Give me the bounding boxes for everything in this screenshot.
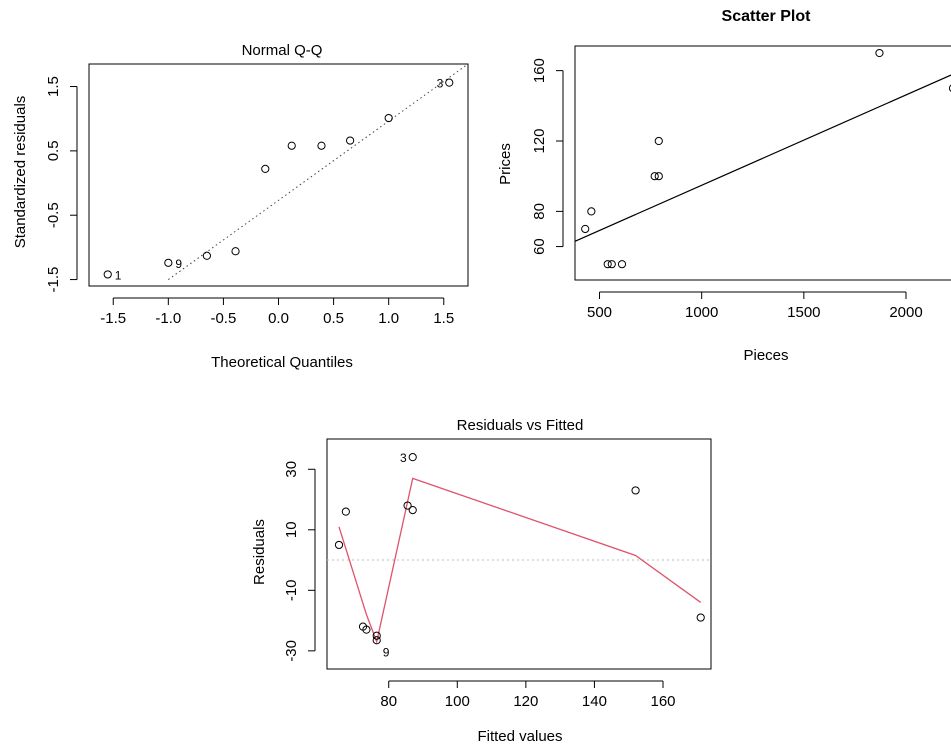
resid-points: 93 [334,451,705,659]
scatter-point [654,172,663,181]
qq-plot-box [88,63,469,287]
qq-x-tick-label: 1.0 [378,310,399,327]
qq-x-tick-label: -1.0 [155,310,181,327]
resid-plot-box [326,438,712,670]
resid-point-label: 9 [383,645,390,659]
qq-reference-line-group [168,64,468,280]
resid-xlabel: Fitted values [477,728,562,745]
resid-y-axis: -30 -10 10 30 [283,461,316,662]
qq-point [287,141,296,150]
scatter-x-tick-label: 1000 [685,304,718,321]
resid-smooth-line [338,477,702,645]
resid-y-tick-label: -10 [283,579,300,601]
resid-point [372,636,381,645]
scatter-point [875,48,884,58]
resid-x-tick-label: 80 [380,693,397,710]
scatter-x-tick-label: 1500 [787,304,820,321]
qq-points: 1 9 3 [103,77,454,282]
scatter-x-tick-label: 2000 [889,304,922,321]
scatter-regression-line [575,74,951,242]
qq-x-axis: -1.5 -1.0 -0.5 0.0 0.5 1.0 1.5 [100,297,454,327]
scatter-point [603,260,612,269]
scatter-xlabel: Pieces [743,347,788,364]
scatter-y-tick-label: 160 [531,58,548,83]
scatter-plot-box [574,45,951,281]
qq-point [346,136,355,145]
resid-point [362,625,371,634]
qq-x-tick-label: -0.5 [210,310,236,327]
scatter-y-tick-label: 80 [531,203,548,220]
resid-y-tick-label: 10 [283,521,300,538]
qq-point [384,113,393,123]
qq-point [445,78,454,87]
scatter-point [587,207,596,216]
resid-point [631,486,640,495]
resid-x-tick-label: 100 [445,693,470,710]
resid-x-tick-label: 120 [513,693,538,710]
scatter-points [581,48,951,269]
resid-ylabel: Residuals [251,519,268,585]
resid-y-tick-label: -30 [283,640,300,662]
scatter-title: Scatter Plot [722,8,812,25]
scatter-ylabel: Prices [497,143,514,185]
scatter-x-tick-label: 500 [587,304,612,321]
scatter-point [654,136,663,146]
resid-x-axis: 80 100 120 140 160 [380,680,676,710]
scatter-y-tick-label: 120 [531,128,548,153]
resid-panel: Residuals vs Fitted Fitted values Residu… [251,417,712,745]
qq-x-tick-label: 0.5 [323,310,344,327]
qq-point [261,164,270,173]
resid-point [696,613,705,622]
qq-x-tick-label: 0.0 [268,310,289,327]
qq-point-label: 9 [175,257,182,271]
qq-point [231,247,240,256]
qq-point [164,258,173,267]
scatter-y-axis: 60 80 120 160 [531,58,564,255]
qq-point-label: 3 [437,77,444,91]
qq-title: Normal Q-Q [242,42,323,59]
qq-point [202,251,211,260]
qq-x-tick-label: 1.5 [433,310,454,327]
scatter-panel: Scatter Plot Pieces Prices 500 1000 1500 20… [497,8,951,364]
qq-point-label: 1 [115,268,122,282]
qq-point [103,270,112,279]
scatter-point [650,172,659,181]
qq-y-axis: -1.5 -0.5 0.5 1.5 [45,76,78,293]
resid-x-tick-label: 160 [650,693,675,710]
resid-y-tick-label: 30 [283,461,300,478]
scatter-point [607,260,616,269]
qq-y-tick-label: -0.5 [45,202,62,228]
qq-point [317,141,326,150]
resid-title: Residuals vs Fitted [457,417,584,434]
qq-ylabel: Standardized residuals [12,96,29,249]
qq-xlabel: Theoretical Quantiles [211,354,353,371]
qq-panel: Normal Q-Q Theoretical Quantiles Standar… [12,42,469,371]
scatter-x-axis: 500 1000 1500 2000 [587,291,923,321]
qq-x-tick-label: -1.5 [100,310,126,327]
scatter-y-tick-label: 60 [531,238,548,255]
resid-point [403,501,412,510]
qq-y-tick-label: 0.5 [45,140,62,161]
resid-point [372,631,381,640]
resid-point [334,540,344,550]
qq-reference-line [168,64,468,280]
scatter-point [617,260,627,269]
qq-y-tick-label: -1.5 [45,267,62,293]
resid-point [408,506,417,515]
resid-x-tick-label: 140 [582,693,607,710]
scatter-point [581,224,590,234]
resid-point-label: 3 [400,451,407,465]
resid-point [408,453,417,462]
qq-y-tick-label: 1.5 [45,76,62,97]
scatter-regression-line-group [575,74,951,242]
resid-lines-group [327,477,711,645]
scatter-point [948,84,951,92]
resid-point [341,507,350,516]
